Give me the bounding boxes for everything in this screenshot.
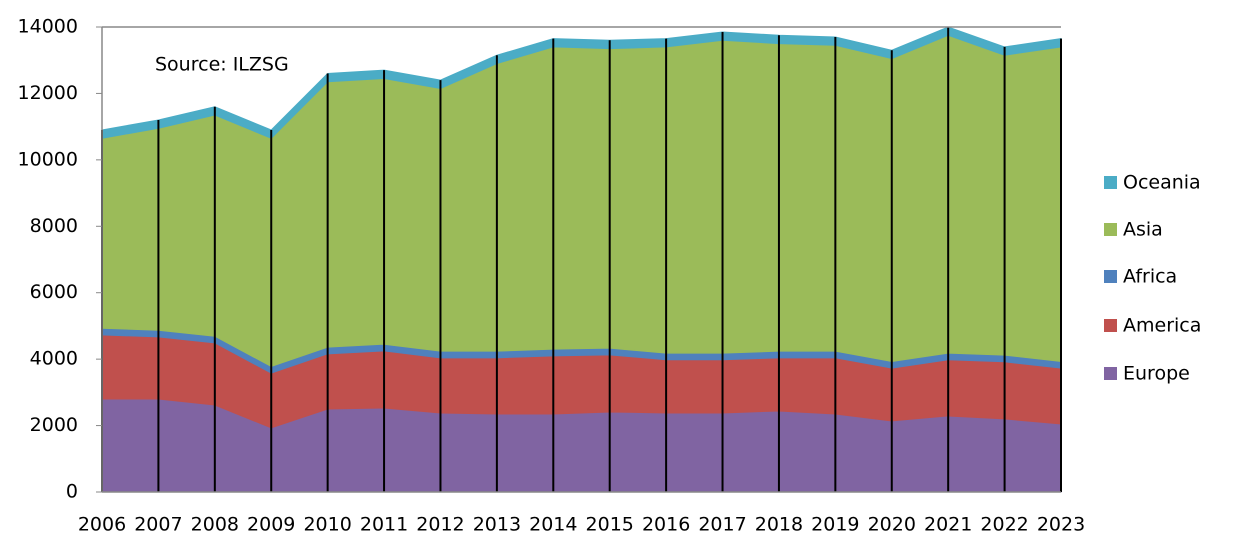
x-tick-label: 2020 — [868, 514, 916, 536]
x-tick-label: 2023 — [1037, 514, 1085, 536]
x-tick-label: 2011 — [360, 514, 408, 536]
legend-swatch — [1104, 319, 1117, 332]
x-tick-label: 2007 — [134, 514, 182, 536]
x-tick-label: 2010 — [303, 514, 351, 536]
legend-swatch — [1104, 223, 1117, 236]
y-tick-label: 2000 — [30, 414, 78, 436]
x-tick-label: 2009 — [247, 514, 295, 536]
x-tick-label: 2017 — [698, 514, 746, 536]
x-tick-label: 2019 — [811, 514, 859, 536]
legend-label: Asia — [1123, 219, 1163, 241]
area — [101, 34, 1062, 367]
legend-swatch — [1104, 176, 1117, 189]
legend-swatch — [1104, 367, 1117, 380]
x-tick-label: 2021 — [924, 514, 972, 536]
x-tick-label: 2006 — [78, 514, 126, 536]
legend-label: Africa — [1123, 266, 1177, 288]
x-tick-label: 2018 — [755, 514, 803, 536]
x-tick-label: 2012 — [416, 514, 464, 536]
y-tick-label: 10000 — [18, 148, 78, 170]
legend-label: Europe — [1123, 363, 1190, 385]
y-tick-label: 14000 — [18, 16, 78, 38]
y-tick-label: 4000 — [30, 348, 78, 370]
legend-label: America — [1123, 315, 1201, 337]
legend-swatch — [1104, 270, 1117, 283]
legend-label: Oceania — [1123, 172, 1201, 194]
x-tick-label: 2015 — [586, 514, 634, 536]
x-tick-label: 2014 — [529, 514, 577, 536]
x-tick-label: 2022 — [980, 514, 1028, 536]
y-tick-label: 0 — [66, 481, 78, 503]
y-tick-label: 12000 — [18, 82, 78, 104]
y-tick-label: 8000 — [30, 215, 78, 237]
x-tick-label: 2013 — [473, 514, 521, 536]
x-tick-label: 2016 — [642, 514, 690, 536]
y-tick-label: 6000 — [30, 281, 78, 303]
x-tick-label: 2008 — [191, 514, 239, 536]
annotation: Source: ILZSG — [155, 54, 289, 76]
